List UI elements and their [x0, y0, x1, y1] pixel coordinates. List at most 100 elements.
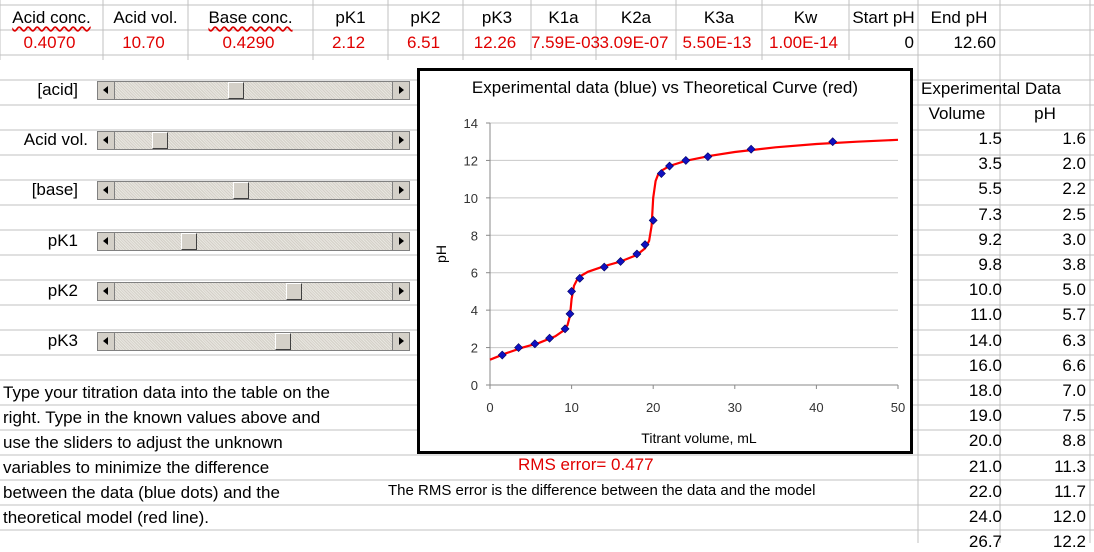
table-row-ph[interactable]: 11.3 — [1054, 456, 1086, 476]
table-row-ph[interactable]: 5.7 — [1062, 305, 1086, 325]
param-value-11[interactable]: 12.60 — [953, 33, 996, 52]
data-point — [545, 333, 554, 343]
param-header-11[interactable]: End pH — [930, 8, 988, 27]
scroll-left-button[interactable] — [98, 283, 115, 300]
table-row-ph[interactable]: 2.2 — [1062, 179, 1086, 199]
table-row-ph[interactable]: 11.7 — [1054, 481, 1086, 501]
table-row-ph[interactable]: 12.0 — [1052, 507, 1086, 526]
table-row-ph[interactable]: 5.0 — [1062, 280, 1086, 300]
scroll-right-button[interactable] — [392, 333, 409, 350]
scroll-right-button[interactable] — [392, 82, 409, 99]
table-row-volume[interactable]: 24.0 — [968, 507, 1002, 526]
scroll-left-button[interactable] — [98, 233, 115, 250]
table-row-volume[interactable]: 22.0 — [968, 481, 1002, 501]
table-row-ph[interactable]: 7.0 — [1062, 381, 1086, 400]
slider-1[interactable] — [97, 131, 410, 150]
data-point — [560, 324, 570, 334]
table-row-ph[interactable]: 8.8 — [1062, 431, 1086, 451]
table-row-ph[interactable]: 6.3 — [1062, 330, 1086, 350]
arrow-left-icon — [103, 337, 108, 345]
table-row-volume[interactable]: 5.5 — [978, 179, 1002, 199]
table-row-ph[interactable]: 1.6 — [1062, 129, 1086, 148]
slider-track[interactable] — [115, 233, 392, 250]
table-row-volume[interactable]: 10.0 — [968, 280, 1002, 300]
slider-thumb[interactable] — [151, 132, 168, 149]
table-row-volume[interactable]: 26.7 — [968, 532, 1002, 552]
param-value-5[interactable]: 12.26 — [473, 33, 517, 52]
param-header-3[interactable]: pK1 — [335, 8, 366, 27]
param-header-10[interactable]: Start pH — [852, 8, 915, 27]
scroll-right-button[interactable] — [392, 182, 409, 199]
data-point — [746, 144, 756, 154]
param-value-9[interactable]: 1.00E-14 — [769, 33, 838, 52]
slider-track[interactable] — [115, 82, 392, 99]
slider-thumb[interactable] — [233, 182, 250, 199]
scroll-left-button[interactable] — [98, 182, 115, 199]
arrow-right-icon — [399, 186, 404, 194]
param-header-9[interactable]: Kw — [793, 8, 818, 27]
table-row-ph[interactable]: 3.0 — [1062, 229, 1086, 249]
param-header-2[interactable]: Base conc. — [208, 8, 293, 27]
param-value-10[interactable]: 0 — [904, 33, 914, 52]
slider-thumb[interactable] — [180, 233, 197, 250]
table-row-ph[interactable]: 7.5 — [1062, 406, 1086, 426]
scroll-right-button[interactable] — [392, 233, 409, 250]
table-row-ph[interactable]: 12.2 — [1052, 532, 1086, 552]
table-row-volume[interactable]: 9.2 — [978, 229, 1002, 249]
param-value-6[interactable]: 7.59E-03 — [531, 33, 600, 52]
param-value-3[interactable]: 2.12 — [331, 33, 366, 52]
param-value-4[interactable]: 6.51 — [406, 33, 441, 52]
param-header-4[interactable]: pK2 — [410, 8, 441, 27]
scroll-left-button[interactable] — [98, 132, 115, 149]
param-header-7[interactable]: K2a — [620, 8, 652, 27]
slider-3[interactable] — [97, 232, 410, 251]
param-header-8[interactable]: K3a — [703, 8, 735, 27]
table-row-volume[interactable]: 21.0 — [968, 456, 1002, 476]
slider-0[interactable] — [97, 81, 410, 100]
scroll-left-button[interactable] — [98, 82, 115, 99]
arrow-right-icon — [399, 86, 404, 94]
slider-thumb[interactable] — [285, 283, 302, 300]
table-row-ph[interactable]: 2.0 — [1062, 154, 1086, 174]
table-row-volume[interactable]: 20.0 — [968, 431, 1002, 451]
instruction-line: right. Type in the known values above an… — [3, 408, 321, 427]
param-header-6[interactable]: K1a — [548, 8, 579, 27]
param-header-0[interactable]: Acid conc. — [12, 8, 91, 27]
slider-4[interactable] — [97, 282, 410, 301]
titration-chart[interactable]: Experimental data (blue) vs Theoretical … — [417, 68, 913, 454]
slider-track[interactable] — [115, 182, 392, 199]
table-row-volume[interactable]: 3.5 — [978, 154, 1002, 174]
table-row-ph[interactable]: 3.8 — [1062, 255, 1086, 274]
y-tick-label: 10 — [464, 191, 478, 206]
theoretical-curve-line — [489, 138, 899, 361]
slider-track[interactable] — [115, 132, 392, 149]
param-header-5[interactable]: pK3 — [481, 8, 513, 27]
slider-thumb[interactable] — [275, 333, 292, 350]
table-row-volume[interactable]: 7.3 — [978, 204, 1002, 224]
scroll-right-button[interactable] — [392, 283, 409, 300]
table-row-volume[interactable]: 11.0 — [970, 305, 1002, 325]
param-value-7[interactable]: 3.09E-07 — [599, 33, 669, 52]
table-row-volume[interactable]: 19.0 — [968, 406, 1002, 426]
param-value-1[interactable]: 10.70 — [122, 33, 165, 52]
table-row-volume[interactable]: 16.0 — [968, 355, 1002, 375]
slider-track[interactable] — [115, 333, 392, 350]
data-point — [656, 169, 666, 178]
slider-5[interactable] — [97, 332, 410, 351]
param-header-1[interactable]: Acid vol. — [113, 8, 178, 27]
table-row-ph[interactable]: 6.6 — [1062, 355, 1086, 375]
data-point — [640, 240, 650, 250]
table-row-volume[interactable]: 9.8 — [978, 255, 1002, 274]
scroll-right-button[interactable] — [392, 132, 409, 149]
param-value-0[interactable]: 0.4070 — [23, 33, 76, 52]
param-value-2[interactable]: 0.4290 — [222, 33, 275, 52]
table-row-volume[interactable]: 14.0 — [968, 330, 1002, 350]
slider-thumb[interactable] — [228, 82, 245, 99]
table-row-volume[interactable]: 18.0 — [968, 381, 1002, 400]
param-value-8[interactable]: 5.50E-13 — [682, 33, 752, 52]
slider-track[interactable] — [115, 283, 392, 300]
table-row-ph[interactable]: 2.5 — [1062, 204, 1086, 224]
slider-2[interactable] — [97, 181, 410, 200]
table-row-volume[interactable]: 1.5 — [978, 129, 1002, 148]
scroll-left-button[interactable] — [98, 333, 115, 350]
